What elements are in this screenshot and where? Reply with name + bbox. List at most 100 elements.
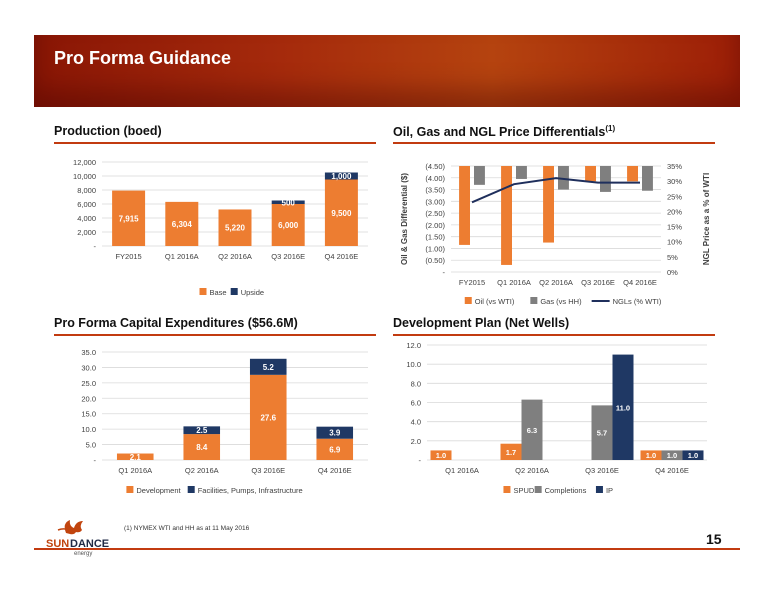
wells-bar-spud [500, 443, 522, 460]
differentials-ytick-label: (4.00) [425, 174, 445, 183]
production-legend-swatch [199, 288, 207, 295]
differentials-title-wrap: Oil, Gas and NGL Price Differentials(1) [393, 124, 615, 139]
wells-ytick-label: 10.0 [406, 360, 421, 369]
production-bar-base [271, 204, 305, 246]
differentials-title-sup: (1) [605, 124, 616, 133]
capex-bar-development [183, 434, 221, 460]
capex-bar-development [316, 438, 354, 460]
production-bar-base [324, 179, 358, 246]
differentials-bar-gas [558, 166, 569, 190]
capex-data-label: 27.6 [260, 413, 276, 422]
wells-ytick-label: 4.0 [411, 418, 421, 427]
capex-data-label: 2.1 [130, 453, 142, 462]
differentials-bar-gas [474, 166, 485, 185]
wells-ytick-label: 12.0 [406, 341, 421, 350]
wells-bar-spud [430, 450, 452, 460]
production-data-label: 5,220 [225, 224, 246, 233]
sundance-logo: SUN DANCE energy [36, 517, 112, 557]
wells-bar-completions [591, 405, 613, 460]
production-bar-base [218, 209, 252, 246]
production-rule [54, 142, 376, 144]
differentials-legend-swatch [464, 297, 472, 304]
capex-xtick-label: Q4 2016E [318, 466, 352, 475]
production-xtick-label: Q1 2016A [165, 252, 199, 261]
sundance-logo-graphic: SUN DANCE energy [46, 520, 109, 557]
wells-bar-ip [682, 450, 704, 460]
logo-word-dance: DANCE [70, 538, 109, 550]
capex-ytick-label: 15.0 [81, 410, 96, 419]
capex-legend-swatch [187, 486, 195, 493]
page-title: Pro Forma Guidance [54, 48, 232, 68]
capex-ytick-label: - [94, 456, 97, 465]
capex-rule [54, 334, 376, 336]
capex-data-label: 3.9 [329, 429, 341, 438]
capex-xtick-label: Q2 2016A [185, 466, 219, 475]
differentials-bar-oil [543, 166, 554, 243]
wells-data-label: 1.0 [436, 451, 446, 460]
wells-data-label: 1.0 [667, 451, 677, 460]
logo-word-sun: SUN [46, 538, 69, 550]
differentials-ylabel: Oil & Gas Differential ($) [400, 173, 409, 265]
capex-legend-label: Facilities, Pumps, Infrastructure [198, 486, 303, 495]
differentials-bar-gas [642, 166, 653, 191]
production-bar-base [165, 201, 199, 246]
differentials-legend-label: NGLs (% WTI) [613, 297, 662, 306]
production-chart: - 2,000 4,000 6,000 8,000 10,000 12,000 FY2015 Q… [73, 158, 368, 297]
differentials-legend-swatch [530, 297, 538, 304]
differentials-ytick-right-label: 10% [667, 238, 682, 247]
capex-bar-facilities [183, 426, 221, 435]
capex-ytick-label: 35.0 [81, 348, 96, 357]
differentials-ytick-label: (0.50) [425, 256, 445, 265]
production-ytick-label: 6,000 [77, 200, 96, 209]
differentials-ytick-label: (3.50) [425, 186, 445, 195]
differentials-legend-label: Oil (vs WTI) [475, 297, 515, 306]
production-title: Production (boed) [54, 124, 162, 138]
production-ytick-label: 10,000 [73, 172, 96, 181]
page-number: 15 [706, 531, 722, 547]
wells-bar-spud [640, 450, 662, 460]
production-ytick-label: - [94, 242, 97, 251]
footer-rule [34, 548, 740, 550]
differentials-legend-label: Gas (vs HH) [540, 297, 582, 306]
differentials-ytick-right-label: 0% [667, 268, 678, 277]
differentials-ytick-right-label: 20% [667, 207, 682, 216]
differentials-line-ngl [471, 177, 640, 204]
production-data-label: 6,000 [278, 221, 299, 230]
production-legend-label: Base [210, 288, 227, 297]
capex-xtick-label: Q3 2016E [251, 466, 285, 475]
capex-ytick-label: 10.0 [81, 425, 96, 434]
footnote: (1) NYMEX WTI and HH as at 11 May 2016 [124, 525, 250, 532]
differentials-xtick-label: FY2015 [459, 278, 485, 287]
differentials-rule [393, 142, 715, 144]
capex-legend-swatch [126, 486, 134, 493]
wells-data-label: 1.0 [646, 451, 656, 460]
wells-legend-label: SPUD [513, 486, 534, 495]
capex-ytick-label: 25.0 [81, 379, 96, 388]
differentials-bar-gas [516, 166, 527, 179]
production-ytick-label: 4,000 [77, 214, 96, 223]
production-xtick-label: FY2015 [115, 252, 141, 261]
wells-ytick-label: 8.0 [411, 379, 421, 388]
wells-legend-label: IP [606, 486, 613, 495]
differentials-ytick-label: - [443, 268, 446, 277]
differentials-chart: - (0.50) (1.00) (1.50) (2.00) (2.50) (3.00) (3.… [400, 162, 711, 306]
capex-chart: - 5.0 10.0 15.0 20.0 25.0 30.0 35.0 Q1 2016A Q2 2… [81, 348, 368, 495]
wells-ytick-label: 6.0 [411, 399, 421, 408]
capex-data-label: 8.4 [196, 443, 208, 452]
differentials-ytick-label: (1.50) [425, 233, 445, 242]
capex-legend-label: Development [136, 486, 181, 495]
production-data-label: 6,304 [172, 220, 193, 229]
differentials-xtick-label: Q1 2016A [497, 278, 531, 287]
differentials-ytick-right-label: 5% [667, 253, 678, 262]
production-bar-base [112, 190, 146, 246]
wells-data-label: 5.7 [597, 429, 607, 438]
production-ytick-label: 2,000 [77, 228, 96, 237]
wells-legend-swatch [534, 486, 542, 493]
differentials-xtick-label: Q3 2016E [581, 278, 615, 287]
production-data-label: 500 [282, 198, 296, 207]
differentials-title: Oil, Gas and NGL Price Differentials [393, 125, 606, 140]
production-data-label: 7,915 [119, 214, 140, 223]
production-data-label: 9,500 [331, 209, 352, 218]
capex-bar-facilities [316, 426, 354, 439]
wells-rule [393, 334, 715, 336]
